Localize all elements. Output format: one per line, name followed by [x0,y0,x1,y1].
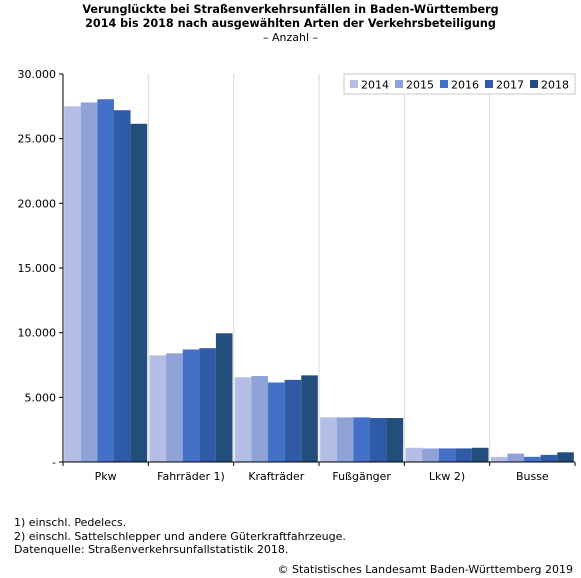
footnotes: 1) einschl. Pedelecs. 2) einschl. Sattel… [14,516,346,557]
bar-2018-5 [471,447,489,462]
bar-2018-2 [215,333,233,462]
bar-2018-4 [386,418,404,462]
bar-2017-6 [540,454,558,462]
y-tick-label: 5.000 [25,391,57,404]
copyright: © Statistisches Landesamt Baden-Württemb… [277,563,573,576]
chart-title: Verunglückte bei Straßenverkehrsunfällen… [0,3,581,31]
bar-2018-1 [130,123,148,462]
chart-subtitle: – Anzahl – [262,31,319,44]
x-tick-label: Busse [516,470,549,483]
bar-2018-6 [557,452,574,462]
x-tick-label: Pkw [95,470,117,483]
legend-label-2015: 2015 [406,79,434,92]
y-tick-label: 15.000 [18,262,57,275]
legend-swatch-2018 [530,80,538,88]
legend-label-2017: 2017 [496,79,524,92]
footnote-2: 2) einschl. Sattelschlepper und andere G… [14,529,346,543]
bar-2016-3 [268,382,285,462]
y-tick-label: - [52,456,56,469]
footnote-1: 1) einschl. Pedelecs. [14,516,127,529]
bar-2014-3 [234,377,252,462]
bar-2014-1 [64,106,81,462]
bar-2014-6 [490,456,508,462]
legend-label-2018: 2018 [541,79,569,92]
legend-swatch-2014 [350,80,358,88]
bar-2016-4 [353,417,370,462]
legend-swatch-2016 [440,80,448,88]
y-tick-label: 10.000 [18,327,57,340]
bar-2017-5 [455,448,472,462]
bar-2016-2 [182,349,200,462]
bar-2016-6 [524,456,541,462]
legend-label-2016: 2016 [451,79,479,92]
bar-2015-3 [251,375,269,462]
legend-label-2014: 2014 [361,79,389,92]
bar-2016-1 [97,99,114,462]
legend-swatch-2017 [485,80,493,88]
legend-box [343,73,576,95]
bar-2017-1 [113,110,131,463]
bar-2015-2 [166,353,183,462]
x-tick-label: Fußgänger [332,470,391,483]
bar-2017-3 [284,379,302,462]
x-tick-label: Lkw 2) [429,470,465,483]
data-source: Datenquelle: Straßenverkehrsunfallstatis… [14,543,289,556]
x-tick-label: Fahrräder 1) [157,470,225,483]
y-tick-label: 20.000 [18,197,57,210]
bar-2018-3 [301,375,318,462]
bar-2015-5 [422,448,439,462]
bar-2014-5 [405,447,423,462]
bar-2017-4 [369,418,387,462]
y-tick-label: 30.000 [18,68,57,81]
y-tick-label: 25.000 [18,133,57,146]
chart-title-line-1: Verunglückte bei Straßenverkehrsunfällen… [82,3,499,16]
x-tick-label: Krafträder [248,470,304,483]
bar-2015-1 [80,102,98,462]
bar-chart: - 5.000 10.000 15.000 20.000 25.000 30.000 Pkw F… [18,68,576,483]
bar-2015-4 [336,417,354,462]
bar-2015-6 [507,453,525,462]
bar-2017-2 [199,348,216,462]
bar-2016-5 [438,448,456,462]
bar-2014-2 [149,355,167,462]
legend-swatch-2015 [395,80,403,88]
chart-title-line-2: 2014 bis 2018 nach ausgewählten Arten de… [85,17,496,30]
bar-2014-4 [320,417,337,462]
